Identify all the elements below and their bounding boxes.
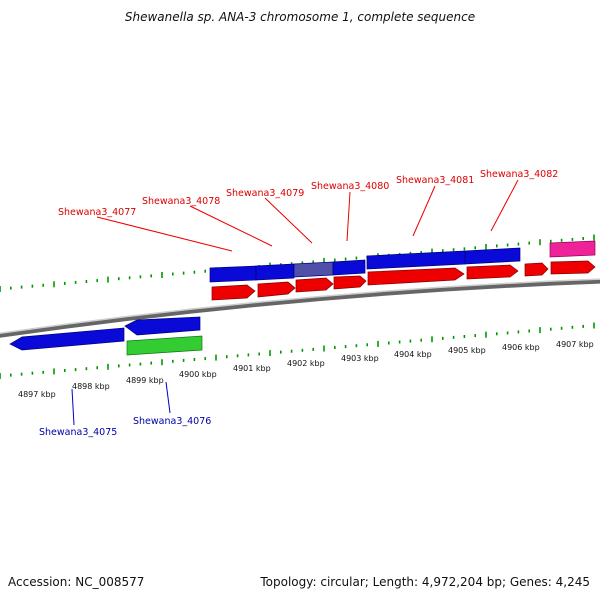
gene-arrow-forward xyxy=(295,277,334,293)
gene-arrow-forward xyxy=(550,260,596,275)
scale-labels: 4897 kbp 4898 kbp 4899 kbp 4900 kbp 4901… xyxy=(18,340,594,399)
scale-label: 4900 kbp xyxy=(179,370,217,379)
scale-label: 4899 kbp xyxy=(126,376,164,385)
gene-arrow-forward xyxy=(333,275,367,290)
gene-arrow-reverse xyxy=(124,316,201,336)
gene-labels: Shewana3_4077 Shewana3_4078 Shewana3_407… xyxy=(39,169,558,438)
gene-label-forward: Shewana3_4079 xyxy=(226,188,304,199)
chromosome-backbone xyxy=(0,278,600,338)
gene-arrow-forward xyxy=(367,267,465,286)
leader-line-reverse xyxy=(165,381,171,414)
gene-label-forward: Shewana3_4080 xyxy=(311,181,389,192)
gene-arrow-forward xyxy=(524,262,549,277)
scale-label: 4897 kbp xyxy=(18,390,56,399)
leader-line-forward xyxy=(96,216,233,252)
reverse-strand-features xyxy=(9,247,521,351)
lower-tick-ring xyxy=(0,322,595,379)
scale-label: 4904 kbp xyxy=(394,350,432,359)
backbone-line xyxy=(0,278,600,338)
gene-arrow-forward xyxy=(211,284,256,301)
gene-block-reverse xyxy=(464,247,521,265)
label-leader-lines xyxy=(71,179,519,426)
gene-label-reverse: Shewana3_4076 xyxy=(133,416,211,427)
scale-label: 4898 kbp xyxy=(72,382,110,391)
gene-arrow-reverse xyxy=(9,327,125,351)
forward-strand-features xyxy=(211,260,596,301)
gene-block-reverse xyxy=(332,259,366,276)
gene-block-reverse-highlighted xyxy=(293,261,334,278)
gene-label-forward: Shewana3_4081 xyxy=(396,175,474,186)
scale-label: 4903 kbp xyxy=(341,354,379,363)
gene-label-forward: Shewana3_4077 xyxy=(58,207,136,218)
gene-block-reverse xyxy=(366,250,466,270)
leader-line-forward xyxy=(412,185,436,237)
gene-block-reverse xyxy=(255,263,295,281)
accession-text: Accession: NC_008577 xyxy=(8,575,145,589)
other-gene-block xyxy=(549,240,596,258)
scale-label: 4902 kbp xyxy=(287,359,325,368)
leader-line-forward xyxy=(264,197,313,244)
gene-label-forward: Shewana3_4078 xyxy=(142,196,220,207)
scale-label: 4907 kbp xyxy=(556,340,594,349)
rna-gene-block xyxy=(126,335,203,356)
gene-block-reverse xyxy=(209,265,257,283)
other-features xyxy=(126,240,596,356)
leader-line-forward xyxy=(346,191,351,242)
map-title: Shewanella sp. ANA-3 chromosome 1, compl… xyxy=(124,10,476,24)
leader-line-reverse xyxy=(71,388,75,426)
scale-label: 4906 kbp xyxy=(502,343,540,352)
gene-arrow-forward xyxy=(257,281,296,298)
scale-label: 4905 kbp xyxy=(448,346,486,355)
scale-label: 4901 kbp xyxy=(233,364,271,373)
gene-arrow-forward xyxy=(466,264,519,280)
backbone-highlight xyxy=(0,278,600,335)
gene-label-forward: Shewana3_4082 xyxy=(480,169,558,180)
gene-label-reverse: Shewana3_4075 xyxy=(39,427,117,438)
leader-line-forward xyxy=(490,179,519,232)
leader-line-forward xyxy=(189,205,273,247)
genome-summary-text: Topology: circular; Length: 4,972,204 bp… xyxy=(260,575,590,589)
